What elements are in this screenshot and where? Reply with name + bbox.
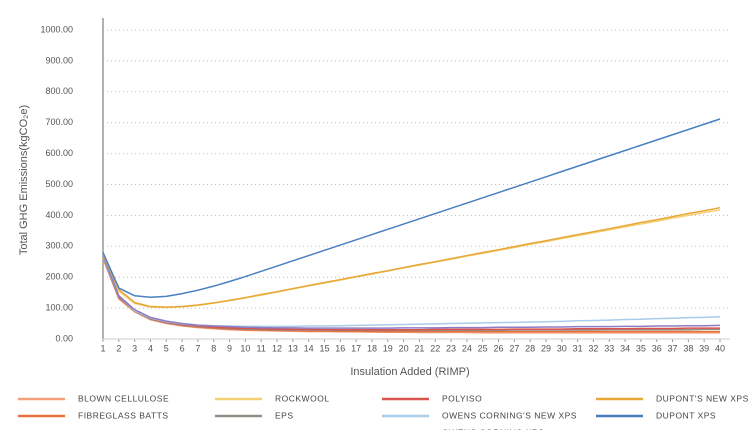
x-tick-label: 13 [288, 343, 298, 353]
x-tick-label: 8 [211, 343, 216, 353]
x-tick-label: 23 [446, 343, 456, 353]
x-tick-label: 38 [683, 343, 693, 353]
legend-label: OWENS CORNING XPS [442, 427, 544, 430]
y-tick-label: 800.00 [45, 86, 73, 96]
x-tick-label: 36 [652, 343, 662, 353]
x-tick-label: 27 [509, 343, 519, 353]
y-tick-label: 400.00 [45, 210, 73, 220]
y-tick-label: 600.00 [45, 148, 73, 158]
series-line [102, 118, 721, 299]
series-line [102, 256, 721, 328]
series-line [102, 258, 720, 334]
x-tick-label: 20 [399, 343, 409, 353]
x-tick-label: 14 [304, 343, 314, 353]
x-tick-label: 7 [195, 343, 200, 353]
series-line [102, 257, 720, 333]
y-axis-title: Total GHG Emissions(kgCO₂e) [18, 105, 30, 255]
x-tick-label: 15 [319, 343, 329, 353]
y-tick-label: 0.00 [55, 333, 73, 343]
legend-label: ROCKWOOL [275, 393, 330, 403]
y-tick-label: 900.00 [45, 55, 73, 65]
x-tick-label: 22 [430, 343, 440, 353]
x-tick-label: 12 [272, 343, 282, 353]
x-tick-label: 35 [636, 343, 646, 353]
legend-label: BLOWN CELLULOSE [78, 393, 169, 403]
x-axis-title: Insulation Added (RIMP) [350, 366, 469, 378]
series-line [102, 255, 720, 331]
x-tick-label: 4 [148, 343, 153, 353]
x-tick-label: 6 [180, 343, 185, 353]
y-tick-label: 700.00 [45, 117, 73, 127]
x-tick-label: 33 [604, 343, 614, 353]
x-tick-label: 24 [462, 343, 472, 353]
x-tick-label: 21 [414, 343, 424, 353]
series-line [102, 255, 721, 329]
legend-label: EPS [275, 410, 294, 420]
legend-label: DUPONT'S NEW XPS [656, 393, 749, 403]
y-tick-label: 300.00 [45, 241, 73, 251]
legend-label: POLYISO [442, 393, 482, 403]
x-tick-label: 37 [668, 343, 678, 353]
x-tick-label: 5 [164, 343, 169, 353]
y-tick-label: 100.00 [45, 302, 73, 312]
x-tick-label: 10 [240, 343, 250, 353]
x-tick-label: 39 [699, 343, 709, 353]
x-tick-label: 31 [573, 343, 583, 353]
x-tick-label: 9 [227, 343, 232, 353]
x-tick-label: 29 [541, 343, 551, 353]
legend-label: DUPONT XPS [656, 410, 716, 420]
y-tick-label: 500.00 [45, 179, 73, 189]
series-line [102, 206, 721, 308]
x-tick-label: 25 [478, 343, 488, 353]
x-tick-label: 19 [383, 343, 393, 353]
y-tick-label: 200.00 [45, 272, 73, 282]
legend-label: FIBREGLASS BATTS [78, 410, 169, 420]
x-tick-label: 18 [367, 343, 377, 353]
y-tick-label: 1000.00 [40, 24, 73, 34]
x-tick-label: 28 [525, 343, 535, 353]
x-tick-label: 17 [351, 343, 361, 353]
x-tick-label: 2 [116, 343, 121, 353]
x-tick-label: 3 [132, 343, 137, 353]
x-tick-label: 1 [100, 343, 105, 353]
legend-label: OWENS CORNING'S NEW XPS [442, 410, 577, 420]
x-tick-label: 40 [715, 343, 725, 353]
x-tick-label: 30 [557, 343, 567, 353]
x-tick-label: 26 [494, 343, 504, 353]
x-tick-label: 16 [335, 343, 345, 353]
x-tick-label: 32 [588, 343, 598, 353]
x-tick-label: 11 [257, 343, 266, 353]
x-tick-label: 34 [620, 343, 630, 353]
